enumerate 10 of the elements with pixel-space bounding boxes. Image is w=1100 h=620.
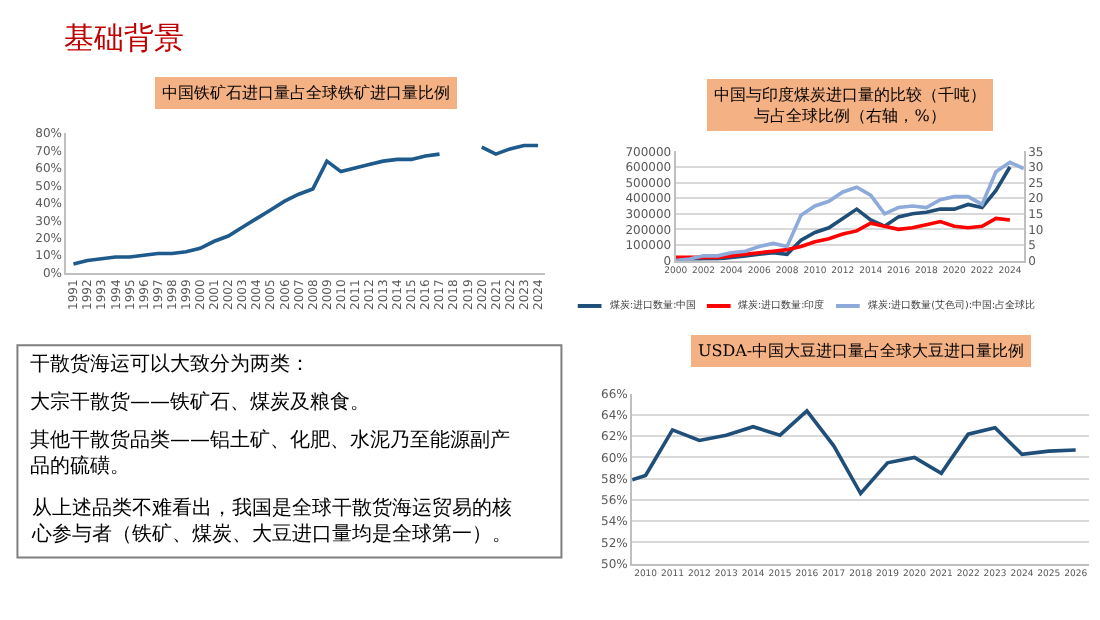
line-series <box>632 409 1078 496</box>
text: 从上述品类不难看出，我国是全球干散货海运贸易的核心参与者（铁矿、煤炭、大豆进口量均是全球第一）。 <box>30 496 512 546</box>
chart-title: 中国与印度煤炭进口量的比较（千吨）与占全球比例（右轴，%） <box>714 86 986 125</box>
chart-title: 中国铁矿石进口量占全球铁矿进口量比例 <box>162 84 450 102</box>
text: 大宗干散货——铁矿石、煤炭及粮食。 <box>30 390 370 414</box>
text: 干散货海运可以大致分为两类： <box>30 352 310 376</box>
text: 其他干散货品类——铝土矿、化肥、水泥乃至能源副产品的硫磺。 <box>30 428 510 478</box>
line-series <box>675 216 1012 260</box>
text: 基础背景 <box>64 20 184 56</box>
chart-title: USDA-中国大豆进口量占全球大豆进口量比例 <box>698 342 1025 360</box>
